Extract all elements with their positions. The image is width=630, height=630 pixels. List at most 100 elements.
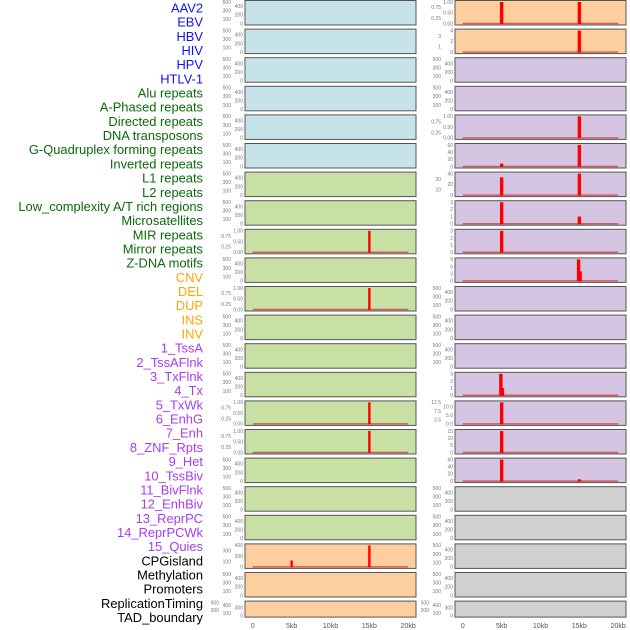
row-label: DNA transposons: [103, 128, 203, 143]
x-tick-label: 0: [461, 623, 465, 630]
y-tick-label: 100: [433, 360, 442, 366]
x-tick-label: 0: [251, 623, 255, 630]
y-tick-label: 6: [450, 264, 453, 270]
y-tick-label: 0: [240, 613, 243, 619]
y-tick-label: 60: [447, 457, 453, 463]
row-label: 1_TssA: [161, 341, 204, 356]
y-tick-label: 300: [223, 580, 232, 586]
y-tick-label: 200: [445, 499, 454, 505]
bar: [368, 402, 371, 425]
panel-left-12: [244, 314, 417, 341]
y-tick-label: 100: [433, 589, 442, 595]
y-tick-label: 500: [223, 572, 232, 578]
bar: [577, 216, 582, 225]
y-tick-label: 100: [433, 74, 442, 80]
y-tick-label: 200: [235, 184, 244, 190]
y-tick-label: 400: [235, 4, 244, 10]
y-tick-label: 300: [433, 495, 442, 501]
y-tick-label: 9: [450, 257, 453, 263]
y-tick-label: 200: [211, 608, 220, 614]
y-tick-label: 300: [433, 323, 442, 329]
y-tick-label: 1.00: [443, 114, 453, 120]
y-tick-label: 300: [223, 37, 232, 43]
y-tick-label: 500: [223, 486, 232, 492]
y-tick-label: 4: [450, 28, 453, 34]
row-label: HPV: [176, 57, 203, 72]
y-tick-label: 200: [235, 127, 244, 133]
y-tick-label: 3: [450, 200, 453, 206]
y-tick-label: 200: [445, 585, 454, 591]
panel-left-10: [244, 257, 417, 283]
row-label: Inverted repeats: [110, 156, 203, 171]
y-tick-label: 0.00: [233, 422, 243, 428]
panel-left-18: [244, 486, 417, 512]
row-label: INS: [182, 312, 204, 327]
row-label: Alu repeats: [138, 86, 203, 101]
panel-left-13: [244, 343, 417, 369]
y-tick-label: 0: [450, 250, 453, 256]
x-tick-label: 20kb: [611, 623, 626, 630]
y-tick-label: 200: [235, 470, 244, 476]
panel-right-19: [454, 514, 627, 541]
panel-right-10: [454, 257, 627, 283]
y-tick-label: 5: [450, 443, 453, 449]
y-tick-label: 3: [450, 229, 453, 235]
bar: [499, 230, 504, 253]
y-tick-label: 400: [235, 90, 244, 96]
panel-right-17: [454, 457, 627, 484]
row-label: 7_Enh: [166, 426, 203, 441]
row-label: L2 repeats: [142, 185, 203, 200]
y-tick-label: 500: [223, 86, 232, 92]
row-label: A-Phased repeats: [100, 100, 203, 115]
row-label: 13_ReprPC: [136, 511, 203, 526]
y-tick-label: 0: [240, 565, 243, 571]
y-tick-label: 0: [450, 336, 453, 342]
y-tick-label: 100: [223, 46, 232, 52]
panel-left-7: [244, 171, 417, 198]
y-tick-label: 0: [240, 107, 243, 113]
y-tick-label: 400: [235, 543, 244, 549]
row-label: G-Quadruplex forming repeats: [29, 142, 203, 157]
row-label: CNV: [176, 270, 204, 285]
y-tick-label: 300: [433, 580, 442, 586]
panel-left-19: [244, 514, 417, 541]
y-tick-label: 300: [223, 8, 232, 14]
panel-right-6: [454, 143, 627, 169]
y-tick-label: 400: [235, 576, 244, 582]
y-tick-label: 0.50: [443, 125, 453, 131]
y-tick-label: 100: [223, 160, 232, 166]
y-tick-label: 300: [223, 380, 232, 386]
y-tick-label: 100: [223, 189, 232, 195]
row-label: Methylation: [137, 567, 203, 582]
y-tick-label: 500: [223, 372, 232, 378]
y-tick-label: 0: [240, 336, 243, 342]
y-tick-label: 300: [223, 151, 232, 157]
y-tick-label: 0.50: [443, 11, 453, 17]
y-tick-label: 0: [450, 613, 453, 619]
y-tick-label: 400: [445, 61, 454, 67]
y-tick-label: 400: [445, 519, 454, 525]
y-tick-label: 400: [235, 204, 244, 210]
y-tick-label: 0.00: [233, 307, 243, 313]
panel-right-21: [454, 572, 627, 598]
x-tick-label: 15kb: [572, 623, 587, 630]
y-tick-label: 300: [223, 123, 232, 129]
bar: [368, 230, 371, 253]
panel-right-5: [454, 114, 627, 140]
y-tick-label: 300: [223, 323, 232, 329]
panel-right-12: [454, 314, 627, 341]
y-tick-label: 400: [433, 603, 442, 609]
y-tick-label: 200: [445, 528, 454, 534]
panel-left-22: [244, 600, 417, 618]
y-tick-label: 0: [240, 536, 243, 542]
y-tick-label: 300: [433, 523, 442, 529]
row-label: 5_TxWk: [156, 397, 204, 412]
y-tick-label: 0: [450, 536, 453, 542]
panel-right-3: [454, 57, 627, 83]
y-tick-label: 300: [223, 66, 232, 72]
y-tick-label: 2: [450, 39, 453, 45]
y-tick-label: 100: [223, 332, 232, 338]
y-tick-label: 0.25: [221, 416, 231, 422]
y-tick-label: 1: [450, 386, 453, 392]
y-tick-label: 500: [433, 86, 442, 92]
